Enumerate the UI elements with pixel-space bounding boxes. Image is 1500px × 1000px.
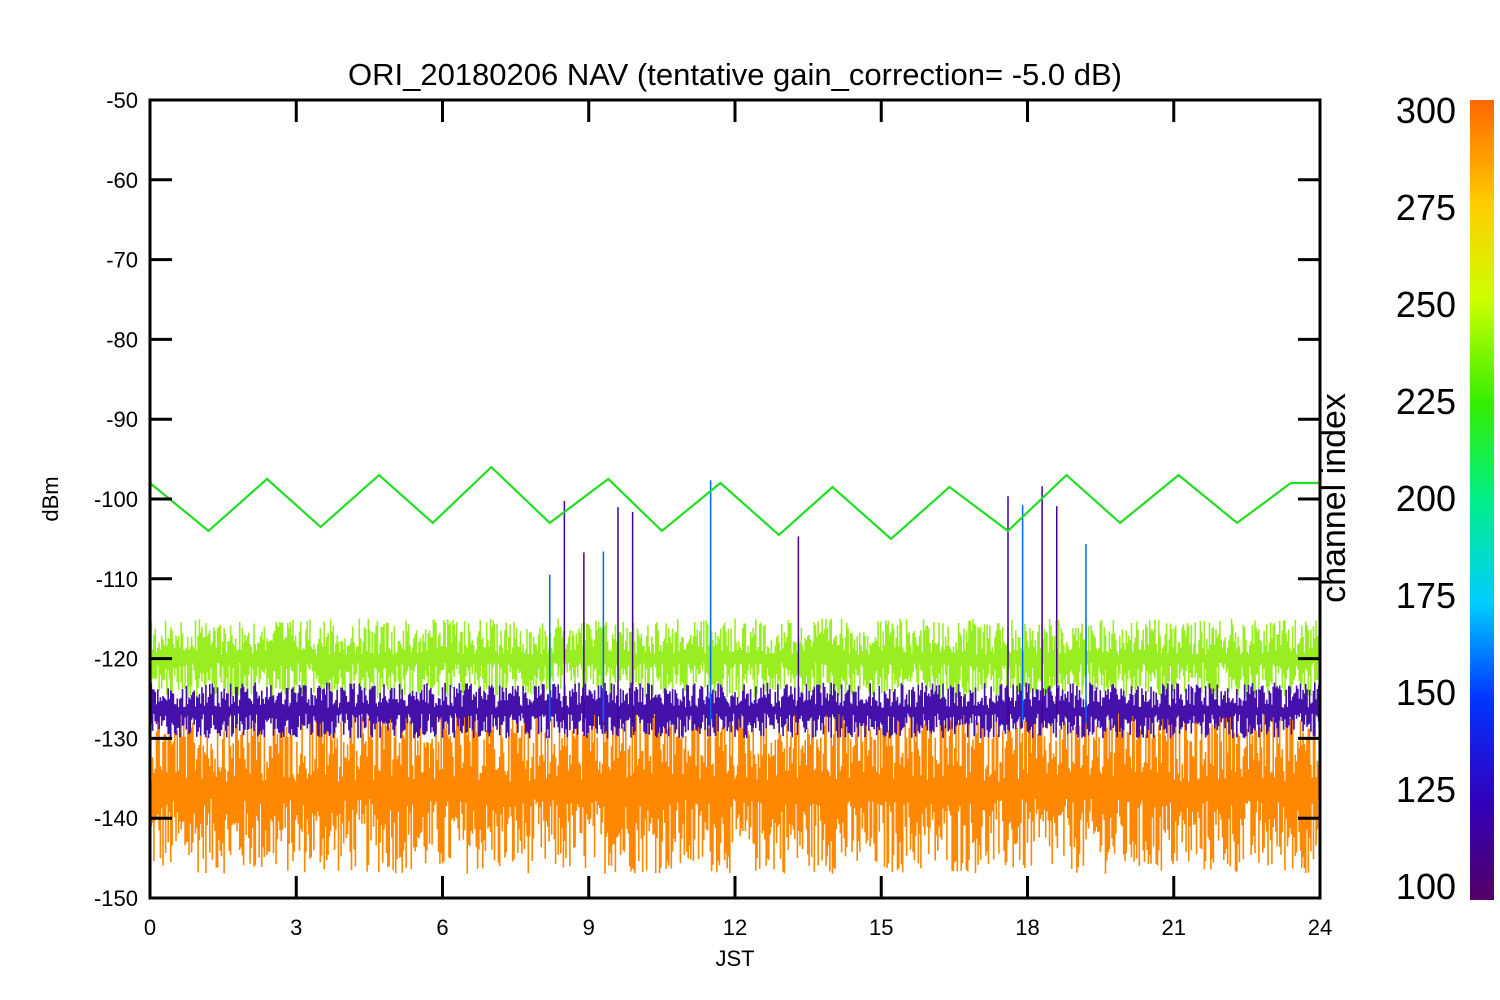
y-axis-label: dBm xyxy=(38,476,63,521)
series-ch115 xyxy=(149,682,1321,739)
x-axis: 0 3 6 9 12 15 18 21 24 xyxy=(144,100,1332,940)
y-tick-label: -140 xyxy=(94,806,138,831)
y-tick-label: -70 xyxy=(106,248,138,273)
x-tick-label: 6 xyxy=(436,915,448,940)
colorbar-tick-label: 100 xyxy=(1396,866,1456,907)
y-tick-label: -90 xyxy=(106,407,138,432)
x-tick-label: 21 xyxy=(1162,915,1186,940)
x-tick-label: 12 xyxy=(723,915,747,940)
colorbar-tick-label: 150 xyxy=(1396,672,1456,713)
colorbar-tick-label: 300 xyxy=(1396,90,1456,131)
colorbar-tick-label: 200 xyxy=(1396,478,1456,519)
x-tick-label: 3 xyxy=(290,915,302,940)
y-tick-label: -100 xyxy=(94,487,138,512)
y-tick-label: -120 xyxy=(94,647,138,672)
y-tick-label: -50 xyxy=(106,88,138,113)
colorbar-tick-label: 275 xyxy=(1396,187,1456,228)
x-tick-label: 24 xyxy=(1308,915,1332,940)
plot-area xyxy=(149,465,1321,874)
colorbar-label: channel index xyxy=(1315,393,1353,603)
y-tick-label: -150 xyxy=(94,886,138,911)
x-tick-label: 0 xyxy=(144,915,156,940)
chart-title: ORI_20180206 NAV (tentative gain_correct… xyxy=(348,57,1122,92)
series-ch255 xyxy=(149,618,1321,699)
x-tick-label: 15 xyxy=(869,915,893,940)
x-tick-label: 9 xyxy=(583,915,595,940)
y-tick-label: -80 xyxy=(106,327,138,352)
colorbar-tick-label: 175 xyxy=(1396,575,1456,616)
x-tick-label: 18 xyxy=(1015,915,1039,940)
series-ch230 xyxy=(149,465,1320,541)
y-axis: -50 -60 -70 -80 -90 -100 -110 -120 -130 -140 -150 xyxy=(94,88,1320,911)
y-tick-label: -60 xyxy=(106,168,138,193)
colorbar-tick-label: 125 xyxy=(1396,769,1456,810)
y-tick-label: -130 xyxy=(94,726,138,751)
colorbar-ticks: 300 275 250 225 200 175 150 125 100 xyxy=(1396,90,1456,907)
colorbar-tick-label: 225 xyxy=(1396,381,1456,422)
x-axis-label: JST xyxy=(715,946,754,971)
colorbar-tick-label: 250 xyxy=(1396,284,1456,325)
y-tick-label: -110 xyxy=(96,567,138,592)
colorbar xyxy=(1470,100,1494,900)
